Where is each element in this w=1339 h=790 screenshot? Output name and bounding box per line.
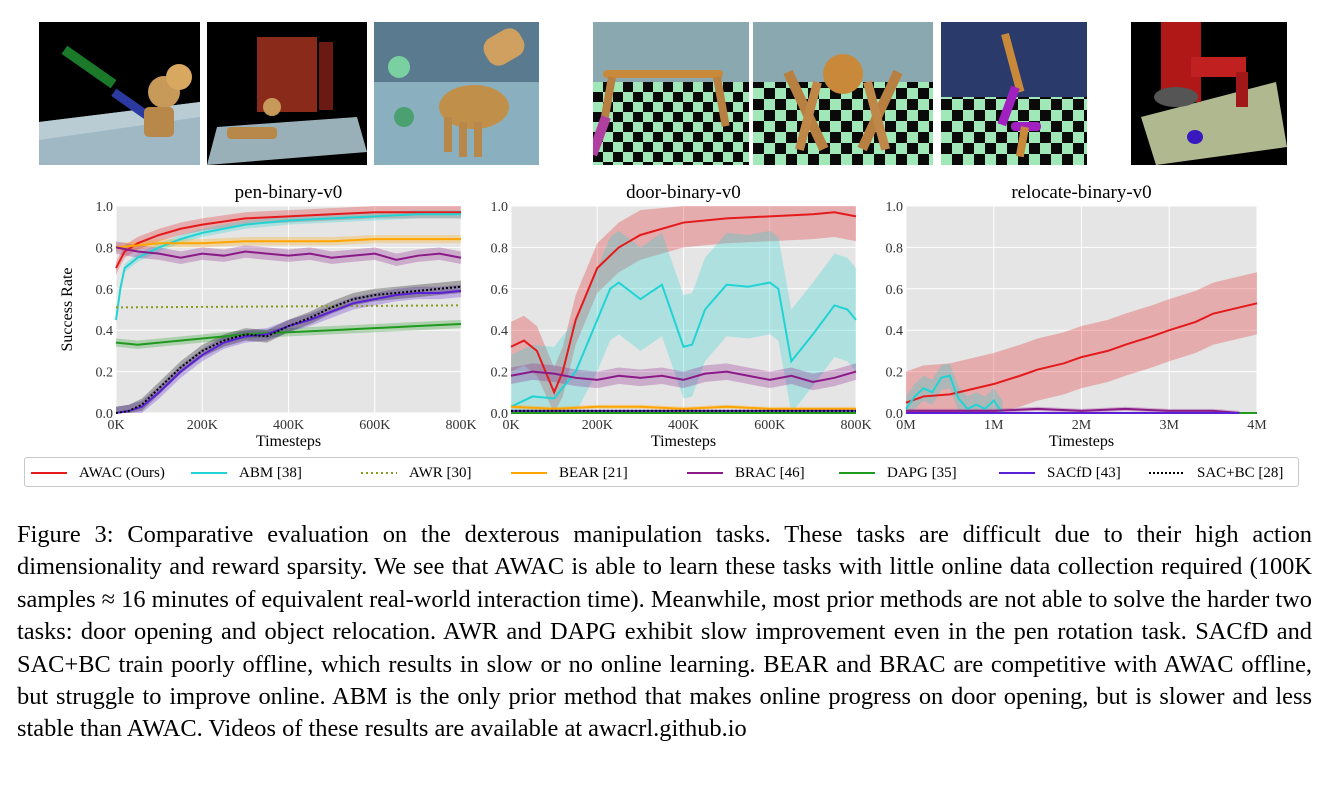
x-axis-label: Timesteps [256,433,321,450]
series-line-BRAC [906,407,1240,414]
band-AWAC [511,206,856,413]
x-tick-label: 1M [984,418,1004,433]
legend-box: AWAC (Ours) ABM [38] AWR [30] BEAR [21] BRAC… [24,457,1299,487]
y-tick-label: 0.6 [96,283,114,298]
legend-label: ABM [38] [239,464,302,481]
x-tick-label: 2M [1072,418,1092,433]
y-tick-label: 1.0 [886,200,904,215]
door-scene-image [207,22,367,165]
series-line-ABM [510,281,857,408]
x-tick-label: 0K [107,418,124,433]
y-axis-label: Success Rate [59,268,76,352]
x-tick-label: 600K [754,418,785,433]
sawyer-scene-image [1131,22,1287,165]
legend-swatch [1149,472,1185,474]
y-tick-label: 0.0 [96,407,114,422]
y-tick-label: 0.4 [491,324,509,339]
walker-scene-image [941,22,1087,165]
legend-label: BEAR [21] [559,464,628,481]
chart-panel-1: 0K 200K 400K 600K 800K 0.0 0.2 0.4 0.6 0.8 1.0 pen-… [59,182,477,450]
figure-label: Figure 3: [17,521,114,548]
legend-label: SAC+BC [28] [1197,464,1284,481]
chart-title: door-binary-v0 [626,182,741,203]
band-DAPG [116,319,461,349]
legend-swatch [31,472,67,474]
legend-item: BRAC [46] [687,462,805,484]
x-tick-label: 200K [582,418,613,433]
chart-title: pen-binary-v0 [235,182,343,203]
x-tick-label: 800K [840,418,871,433]
pen-scene-image [39,22,200,165]
x-axis-label: Timesteps [1049,433,1114,450]
series-line-BEAR [510,405,856,410]
chart-panel-3: 0M 1M 2M 3M 4M 0.0 0.2 0.4 0.6 0.8 1.0 relocate-bin… [886,182,1268,450]
chart-panel-2: 0K 200K 400K 600K 800K 0.0 0.2 0.4 0.6 0.8 1.0 door… [491,182,872,450]
x-tick-label: 0K [502,418,519,433]
legend-item: DAPG [35] [839,462,957,484]
legend-label: AWR [30] [409,464,472,481]
y-tick-label: 0.0 [886,407,904,422]
y-tick-label: 0.6 [491,283,509,298]
x-tick-label: 400K [668,418,699,433]
band-AWAC [116,206,461,275]
y-tick-label: 0.4 [886,324,904,339]
series-line-ABM [115,213,461,320]
series-line-BRAC [115,246,462,261]
legend-item: AWR [30] [361,462,472,484]
legend-swatch [687,472,723,474]
legend-swatch [839,472,875,474]
x-tick-label: 400K [273,418,304,433]
figure-caption: Figure 3: Comparative evaluation on the … [17,519,1312,746]
series-line-SACBC [115,285,462,414]
y-tick-label: 0.8 [886,241,904,256]
relocate-scene-image [374,22,539,165]
y-tick-label: 0.0 [491,407,509,422]
y-tick-label: 0.4 [96,324,114,339]
legend-swatch [999,472,1035,474]
legend-item: BEAR [21] [511,462,628,484]
chart-title: relocate-binary-v0 [1011,182,1151,203]
x-tick-label: 600K [359,418,390,433]
band-AWAC [906,272,1257,413]
legend-item: ABM [38] [191,462,302,484]
y-tick-label: 0.8 [491,241,509,256]
legend-label: SACfD [43] [1047,464,1121,481]
y-tick-label: 1.0 [491,200,509,215]
y-tick-label: 0.8 [96,241,114,256]
ant-scene-1-image [593,22,749,165]
y-tick-label: 1.0 [96,200,114,215]
legend-item: SACfD [43] [999,462,1121,484]
x-tick-label: 0M [896,418,916,433]
series-line-AWAC [905,302,1258,404]
legend-label: AWAC (Ours) [79,464,165,481]
series-line-BRAC [510,370,857,383]
x-tick-label: 3M [1160,418,1180,433]
band-BRAC [511,363,856,391]
y-tick-label: 0.6 [886,283,904,298]
y-tick-label: 0.2 [96,366,114,381]
charts-svg: 0K 200K 400K 600K 800K 0.0 0.2 0.4 0.6 0.8 1.0 pen-… [59,182,1268,450]
series-line-ABM [905,374,1004,414]
band-ABM [511,230,856,413]
y-tick-label: 0.2 [886,366,904,381]
series-line-AWAC [510,211,857,395]
legend-swatch [361,472,397,474]
ant-scene-2-image [753,22,933,165]
caption-text: Comparative evaluation on the dexterous … [17,521,1312,743]
legend-label: DAPG [35] [887,464,957,481]
legend-swatch [511,472,547,474]
x-tick-label: 800K [445,418,476,433]
x-axis-label: Timesteps [651,433,716,450]
legend-item: SAC+BC [28] [1149,462,1283,484]
legend-item: AWAC (Ours) [31,462,165,484]
series-line-BEAR [115,238,461,249]
legend-label: BRAC [46] [735,464,805,481]
legend-swatch [191,472,227,474]
y-tick-label: 0.2 [491,366,509,381]
x-tick-label: 4M [1247,418,1267,433]
x-tick-label: 200K [187,418,218,433]
